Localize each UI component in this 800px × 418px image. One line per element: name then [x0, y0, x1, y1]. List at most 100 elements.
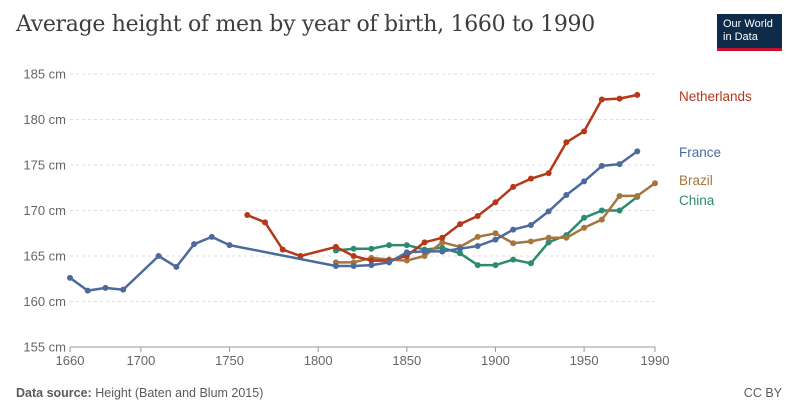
series-point-china-1960	[598, 207, 605, 214]
series-point-brazil-1860	[421, 253, 428, 259]
x-tick-label-1750: 1750	[215, 353, 244, 368]
series-point-china-1830	[368, 245, 375, 252]
series-point-france-1840	[386, 259, 393, 266]
series-point-netherlands-1940	[563, 139, 570, 146]
y-tick-label-165: 165 cm	[23, 249, 66, 264]
series-point-france-1750	[226, 242, 233, 249]
series-label-brazil: Brazil	[679, 173, 713, 188]
series-point-france-1970	[616, 161, 623, 168]
series-point-china-1840	[386, 242, 393, 249]
series-point-brazil-1920	[527, 238, 534, 245]
series-point-france-1730	[191, 241, 198, 248]
series-point-netherlands-1830	[368, 257, 375, 264]
license[interactable]: CC BY	[743, 386, 782, 400]
series-point-brazil-1980	[634, 192, 641, 199]
logo-line-1: Our World	[723, 18, 773, 30]
series-point-china-1820	[350, 245, 357, 252]
series-point-netherlands-1910	[510, 183, 517, 190]
series-point-brazil-1900	[492, 230, 499, 237]
y-tick-label-175: 175 cm	[23, 158, 66, 173]
series-point-france-1980	[634, 148, 641, 155]
series-point-france-1960	[598, 162, 605, 169]
y-tick-label-155: 155 cm	[23, 340, 66, 355]
series-point-brazil-1850	[403, 257, 410, 264]
data-source-label: Data source:	[16, 386, 92, 400]
series-line-brazil	[334, 181, 657, 264]
series-point-brazil-1890	[474, 233, 481, 240]
chart-title: Average height of men by year of birth, …	[16, 12, 595, 37]
y-tick-label-170: 170 cm	[23, 203, 66, 218]
series-line-france	[68, 150, 639, 292]
series-point-france-1810	[332, 263, 339, 270]
series-label-netherlands: Netherlands	[679, 89, 752, 104]
series-point-brazil-1950	[581, 224, 588, 231]
series-point-netherlands-1820	[350, 253, 357, 259]
series-point-china-1970	[616, 207, 623, 214]
series-point-china-1850	[403, 242, 410, 249]
series-point-brazil-1930	[545, 234, 552, 241]
series-point-france-1850	[403, 249, 410, 256]
x-tick-label-1800: 1800	[304, 353, 333, 368]
series-point-netherlands-1960	[598, 96, 605, 103]
series-point-netherlands-1870	[439, 234, 446, 241]
series-point-china-1950	[581, 214, 588, 221]
series-point-france-1900	[492, 236, 499, 243]
series-label-china: China	[679, 193, 715, 208]
owid-logo[interactable]: Our World in Data	[717, 14, 782, 51]
series-point-china-1910	[510, 256, 517, 263]
x-tick-label-1900: 1900	[481, 353, 510, 368]
series-point-china-1930	[545, 239, 552, 246]
series-point-brazil-1870	[439, 239, 446, 246]
series-line-netherlands	[246, 93, 639, 262]
x-tick-label-1990: 1990	[641, 353, 670, 368]
series-point-france-1710	[155, 253, 162, 259]
y-tick-label-180: 180 cm	[23, 112, 66, 127]
series-point-china-1920	[527, 260, 534, 267]
series-label-france: France	[679, 145, 721, 160]
y-tick-label-185: 185 cm	[23, 67, 66, 82]
series-point-netherlands-1770	[262, 219, 268, 226]
data-source-text[interactable]: Height (Baten and Blum 2015)	[95, 386, 264, 400]
series-point-brazil-1970	[616, 192, 623, 199]
series-point-china-1890	[474, 262, 481, 269]
series-point-france-1940	[563, 192, 570, 199]
series-point-netherlands-1920	[527, 175, 534, 182]
series-point-netherlands-1900	[492, 199, 499, 206]
series-point-france-1890	[474, 242, 481, 249]
data-source: Data source: Height (Baten and Blum 2015…	[16, 386, 263, 400]
x-tick-label-1850: 1850	[392, 353, 421, 368]
series-point-france-1880	[457, 245, 463, 252]
series-point-france-1910	[510, 226, 517, 233]
series-point-china-1900	[492, 262, 499, 269]
series-point-france-1740	[208, 233, 215, 240]
series-point-france-1870	[439, 248, 446, 255]
x-tick-label-1700: 1700	[126, 353, 155, 368]
series-point-brazil-1960	[598, 216, 605, 223]
series-point-france-1860	[421, 248, 428, 255]
series-point-france-1690	[120, 286, 127, 293]
series-point-netherlands-1980	[634, 91, 641, 98]
series-point-brazil-1940	[563, 234, 570, 241]
series-point-france-1820	[350, 263, 357, 270]
series-point-france-1720	[173, 263, 180, 270]
x-tick-label-1660: 1660	[56, 353, 85, 368]
series-point-china-1880	[457, 250, 463, 257]
series-point-netherlands-1780	[279, 246, 286, 253]
series-point-netherlands-1890	[474, 212, 481, 219]
series-point-netherlands-1880	[457, 221, 463, 228]
series-line-china	[334, 195, 639, 267]
logo-line-2: in Data	[723, 31, 758, 43]
series-point-netherlands-1930	[545, 170, 552, 177]
series-point-france-1670	[84, 287, 91, 294]
x-tick-label-1950: 1950	[570, 353, 599, 368]
series-point-netherlands-1860	[421, 239, 428, 246]
series-point-france-1950	[581, 178, 588, 185]
series-point-france-1660	[67, 274, 73, 281]
series-point-netherlands-1950	[581, 128, 588, 135]
y-tick-label-160: 160 cm	[23, 294, 66, 309]
series-point-brazil-1990	[652, 180, 658, 187]
series-point-brazil-1910	[510, 240, 517, 247]
series-point-france-1830	[368, 262, 375, 269]
series-point-netherlands-1810	[332, 243, 339, 250]
